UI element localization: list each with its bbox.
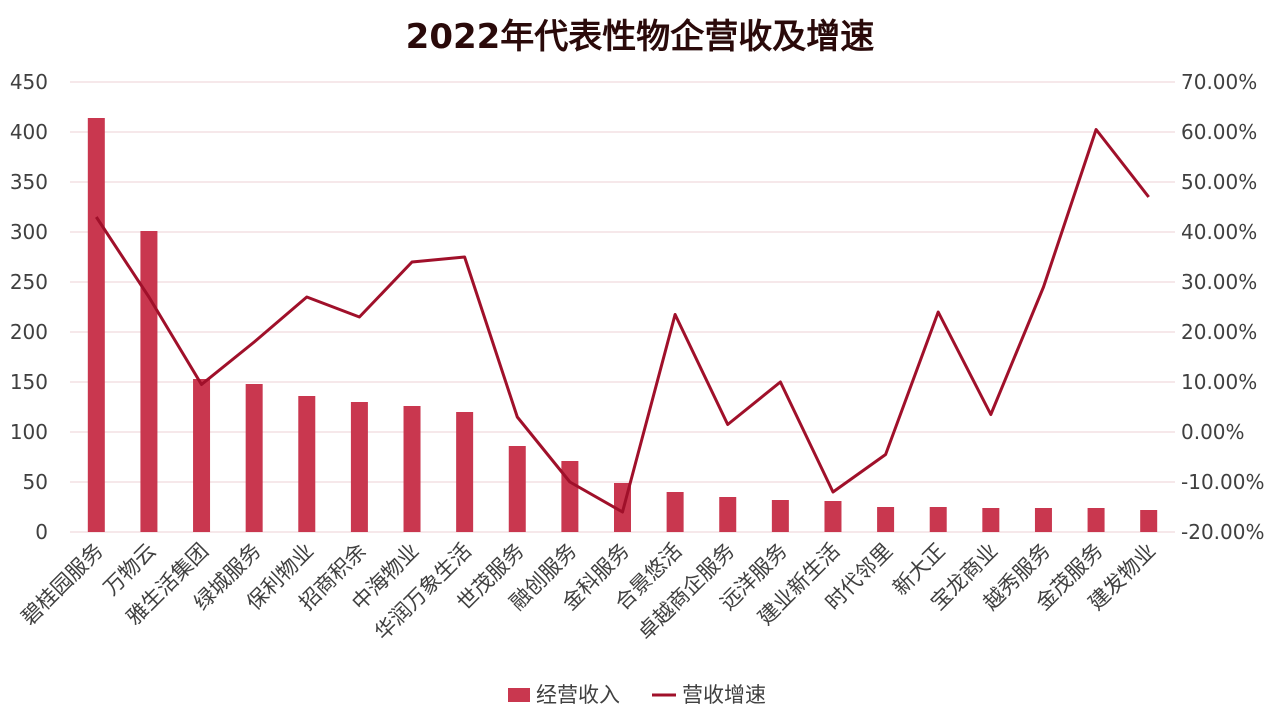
right-axis-ticks: -20.00% -10.00% 0.00% 10.00% 20.00% 30.00% 40.… xyxy=(1181,70,1264,544)
right-tick-label: 40.00% xyxy=(1181,220,1257,244)
chart-title: 2022年代表性物企营收及增速 xyxy=(406,17,875,57)
bar xyxy=(824,501,842,532)
bar xyxy=(666,492,684,532)
bar xyxy=(245,384,263,532)
left-tick-label: 200 xyxy=(10,320,48,344)
right-tick-label: 30.00% xyxy=(1181,270,1257,294)
bar xyxy=(87,118,105,532)
left-tick-label: 250 xyxy=(10,270,48,294)
bar xyxy=(1087,508,1105,532)
bar xyxy=(1140,510,1158,532)
right-tick-label: 60.00% xyxy=(1181,120,1257,144)
left-tick-label: 350 xyxy=(10,170,48,194)
right-tick-label: 10.00% xyxy=(1181,370,1257,394)
bar xyxy=(298,396,316,532)
bar xyxy=(771,500,789,532)
right-tick-label: 20.00% xyxy=(1181,320,1257,344)
legend-swatch-bar xyxy=(508,688,530,702)
right-tick-label: 0.00% xyxy=(1181,420,1245,444)
bar xyxy=(877,507,895,532)
bar-series xyxy=(87,118,1158,532)
growth-line xyxy=(95,128,1150,514)
left-tick-label: 0 xyxy=(35,520,48,544)
bar xyxy=(403,406,421,532)
right-tick-label: -10.00% xyxy=(1181,470,1264,494)
bar xyxy=(982,508,1000,532)
left-tick-label: 400 xyxy=(10,120,48,144)
bar xyxy=(561,461,579,532)
bar xyxy=(140,231,158,532)
x-axis-labels: 碧桂园服务万物云雅生活集团绿城服务保利物业招商积余中海物业华润万象生活世茂服务融… xyxy=(17,539,1161,645)
bar xyxy=(193,379,211,532)
left-tick-label: 50 xyxy=(23,470,48,494)
left-tick-label: 100 xyxy=(10,420,48,444)
legend-label-bar: 经营收入 xyxy=(536,683,620,707)
right-tick-label: 70.00% xyxy=(1181,70,1257,94)
x-tick-label: 碧桂园服务 xyxy=(17,539,108,630)
bar xyxy=(719,497,737,532)
bar xyxy=(508,446,526,532)
right-tick-label: 50.00% xyxy=(1181,170,1257,194)
bar xyxy=(456,412,474,532)
bar xyxy=(1034,508,1052,532)
line-series xyxy=(95,128,1150,514)
left-tick-label: 150 xyxy=(10,370,48,394)
bar xyxy=(929,507,947,532)
bar xyxy=(350,402,368,532)
left-tick-label: 450 xyxy=(10,70,48,94)
gridlines xyxy=(70,81,1175,533)
left-axis-ticks: 0 50 100 150 200 250 300 350 400 450 xyxy=(10,70,48,544)
legend-label-line: 营收增速 xyxy=(682,683,766,707)
left-tick-label: 300 xyxy=(10,220,48,244)
right-tick-label: -20.00% xyxy=(1181,520,1264,544)
legend: 经营收入 营收增速 xyxy=(508,683,766,707)
